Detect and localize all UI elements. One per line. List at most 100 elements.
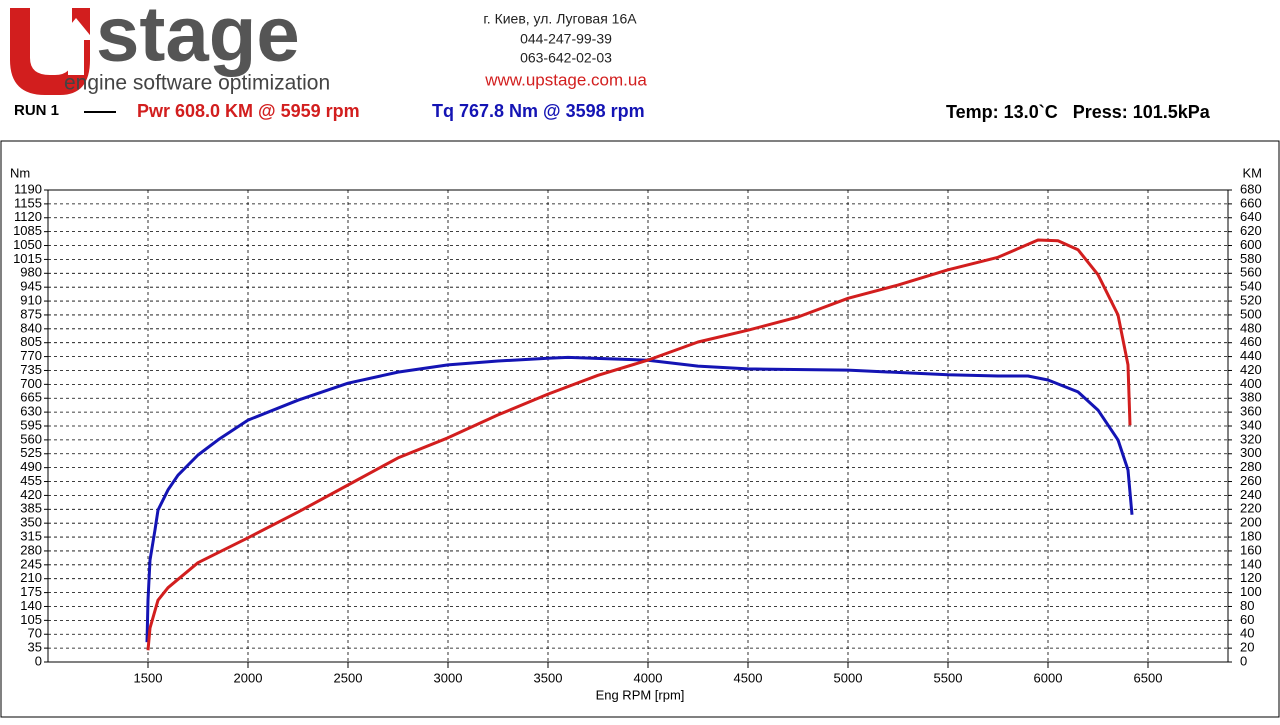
x-tick-label: 4000 bbox=[634, 670, 663, 685]
y-tick-label: 1015 bbox=[13, 251, 42, 266]
y-tick-label: 175 bbox=[20, 584, 42, 599]
y2-tick-label: 380 bbox=[1240, 390, 1262, 405]
y-tick-label: 1155 bbox=[14, 195, 42, 210]
y-tick-label: 1085 bbox=[13, 223, 42, 238]
website: www.upstage.com.ua bbox=[484, 70, 647, 89]
x-tick-label: 5000 bbox=[834, 670, 863, 685]
y-tick-label: 280 bbox=[20, 542, 42, 557]
y-tick-label: 455 bbox=[20, 473, 42, 488]
y2-tick-label: 640 bbox=[1240, 209, 1262, 224]
x-tick-label: 6000 bbox=[1034, 670, 1063, 685]
x-tick-label: 3000 bbox=[434, 670, 463, 685]
y-tick-label: 70 bbox=[28, 626, 42, 641]
logo-text: stage bbox=[96, 0, 300, 78]
y2-tick-label: 680 bbox=[1240, 181, 1262, 196]
y-tick-label: 700 bbox=[20, 376, 42, 391]
y-tick-label: 0 bbox=[35, 653, 42, 668]
torque-summary: Tq 767.8 Nm @ 3598 rpm bbox=[432, 101, 645, 121]
logo-tagline: engine software optimization bbox=[64, 72, 330, 95]
y-tick-label: 595 bbox=[20, 417, 42, 432]
y-tick-label: 210 bbox=[20, 570, 42, 585]
y-tick-label: 945 bbox=[20, 279, 42, 294]
y-tick-label: 665 bbox=[20, 390, 42, 405]
y2-tick-label: 420 bbox=[1240, 362, 1262, 377]
x-tick-label: 3500 bbox=[534, 670, 563, 685]
y2-tick-label: 320 bbox=[1240, 431, 1262, 446]
y-axis-label: Nm bbox=[10, 165, 30, 180]
y2-tick-label: 300 bbox=[1240, 445, 1262, 460]
series-line bbox=[145, 355, 1134, 643]
y-tick-label: 420 bbox=[20, 487, 42, 502]
y-tick-label: 630 bbox=[20, 404, 42, 419]
y2-tick-label: 480 bbox=[1240, 320, 1262, 335]
y-tick-label: 735 bbox=[20, 362, 42, 377]
y2-tick-label: 80 bbox=[1240, 598, 1254, 613]
y2-tick-label: 400 bbox=[1240, 376, 1262, 391]
y-tick-label: 525 bbox=[20, 445, 42, 460]
y-tick-label: 350 bbox=[20, 515, 42, 530]
y2-tick-label: 340 bbox=[1240, 417, 1262, 432]
x-axis-label: Eng RPM [rpm] bbox=[596, 687, 685, 702]
y-tick-label: 105 bbox=[20, 612, 42, 627]
y2-tick-label: 60 bbox=[1240, 612, 1254, 627]
y2-tick-label: 560 bbox=[1240, 265, 1262, 280]
y-tick-label: 840 bbox=[20, 320, 42, 335]
x-tick-label: 5500 bbox=[934, 670, 963, 685]
y2-tick-label: 360 bbox=[1240, 404, 1262, 419]
y2-tick-label: 120 bbox=[1240, 570, 1262, 585]
y-tick-label: 315 bbox=[20, 528, 42, 543]
conditions: Temp: 13.0`C Press: 101.5kPa bbox=[946, 102, 1211, 122]
x-tick-label: 6500 bbox=[1134, 670, 1163, 685]
y-tick-label: 770 bbox=[20, 348, 42, 363]
y-tick-label: 35 bbox=[28, 640, 42, 655]
y2-tick-label: 520 bbox=[1240, 292, 1262, 307]
phone: 044-247-99-39 bbox=[520, 31, 612, 47]
y-tick-label: 245 bbox=[20, 556, 42, 571]
y2-tick-label: 140 bbox=[1240, 556, 1262, 571]
y2-tick-label: 660 bbox=[1240, 195, 1262, 210]
y-tick-label: 875 bbox=[20, 306, 42, 321]
y2-tick-label: 260 bbox=[1240, 473, 1262, 488]
y2-tick-label: 280 bbox=[1240, 459, 1262, 474]
y-tick-label: 805 bbox=[20, 334, 42, 349]
series-line bbox=[146, 238, 1132, 651]
y-tick-label: 490 bbox=[20, 459, 42, 474]
y-tick-label: 140 bbox=[20, 598, 42, 613]
y2-tick-label: 460 bbox=[1240, 334, 1262, 349]
x-tick-label: 2500 bbox=[334, 670, 363, 685]
y2-tick-label: 160 bbox=[1240, 542, 1262, 557]
y2-tick-label: 220 bbox=[1240, 501, 1262, 516]
y2-tick-label: 620 bbox=[1240, 223, 1262, 238]
y-tick-label: 910 bbox=[20, 292, 42, 307]
power-summary: Pwr 608.0 KM @ 5959 rpm bbox=[137, 101, 360, 121]
phone: 063-642-02-03 bbox=[520, 50, 612, 66]
y-tick-label: 1120 bbox=[14, 209, 42, 224]
address: г. Киев, ул. Луговая 16А bbox=[483, 11, 637, 27]
y2-tick-label: 500 bbox=[1240, 306, 1262, 321]
x-tick-label: 1500 bbox=[134, 670, 163, 685]
x-tick-label: 2000 bbox=[234, 670, 263, 685]
logo-arrow bbox=[58, 18, 94, 75]
y2-tick-label: 40 bbox=[1240, 626, 1254, 641]
y2-tick-label: 600 bbox=[1240, 237, 1262, 252]
y2-tick-label: 200 bbox=[1240, 515, 1262, 530]
y2-tick-label: 180 bbox=[1240, 528, 1262, 543]
y2-tick-label: 540 bbox=[1240, 279, 1262, 294]
y-tick-label: 560 bbox=[20, 431, 42, 446]
run-label: RUN 1 bbox=[14, 102, 59, 119]
y2-tick-label: 440 bbox=[1240, 348, 1262, 363]
y2-tick-label: 240 bbox=[1240, 487, 1262, 502]
y2-tick-label: 0 bbox=[1240, 653, 1247, 668]
y2-tick-label: 580 bbox=[1240, 251, 1262, 266]
x-tick-label: 4500 bbox=[734, 670, 763, 685]
y2-tick-label: 20 bbox=[1240, 640, 1254, 655]
y2-tick-label: 100 bbox=[1240, 584, 1262, 599]
y-tick-label: 1190 bbox=[14, 181, 42, 196]
y-tick-label: 385 bbox=[20, 501, 42, 516]
y-tick-label: 1050 bbox=[13, 237, 42, 252]
chart-frame bbox=[0, 140, 1280, 718]
y2-axis-label: KM bbox=[1243, 165, 1263, 180]
y-tick-label: 980 bbox=[20, 265, 42, 280]
